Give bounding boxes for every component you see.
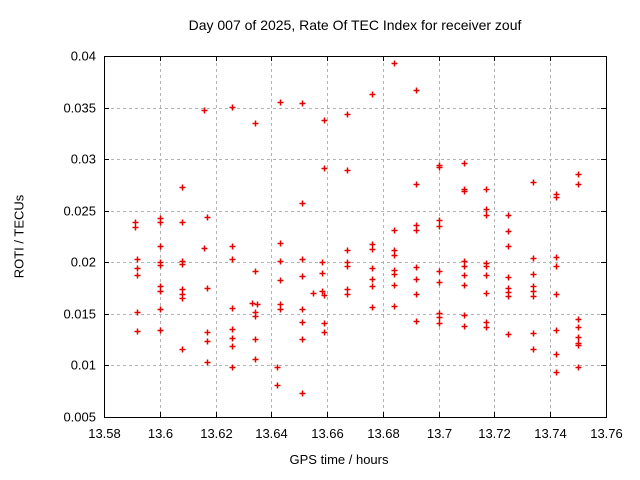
x-tick-label: 13.6 xyxy=(148,426,173,441)
x-tick-label: 13.66 xyxy=(311,426,344,441)
x-tick-label: 13.72 xyxy=(478,426,511,441)
y-tick-label: 0.01 xyxy=(71,358,96,373)
y-tick-label: 0.025 xyxy=(63,204,96,219)
y-tick-label: 0.015 xyxy=(63,307,96,322)
axis-ticks xyxy=(104,56,607,418)
plot-border xyxy=(104,56,607,418)
x-tick-label: 13.7 xyxy=(427,426,452,441)
x-tick-label: 13.64 xyxy=(255,426,288,441)
x-tick-label: 13.76 xyxy=(590,426,623,441)
y-tick-label: 0.035 xyxy=(63,101,96,116)
y-tick-label: 0.04 xyxy=(71,49,96,64)
grid-lines xyxy=(105,57,605,416)
chart-title: Day 007 of 2025, Rate Of TEC Index for r… xyxy=(188,17,522,33)
x-tick-label: 13.68 xyxy=(367,426,400,441)
x-tick-label: 13.58 xyxy=(88,426,121,441)
y-tick-labels: 0.005 0.01 0.015 0.02 0.025 0.03 0.035 0.04 xyxy=(63,49,96,425)
x-axis-label: GPS time / hours xyxy=(289,452,389,467)
y-tick-label: 0.005 xyxy=(63,410,96,425)
y-tick-label: 0.02 xyxy=(71,255,96,270)
x-tick-label: 13.62 xyxy=(200,426,233,441)
x-tick-labels: 13.58 13.6 13.62 13.64 13.66 13.68 13.7 13.72 13… xyxy=(88,426,623,441)
data-points xyxy=(132,60,582,397)
y-tick-label: 0.03 xyxy=(71,152,96,167)
x-tick-label: 13.74 xyxy=(534,426,567,441)
